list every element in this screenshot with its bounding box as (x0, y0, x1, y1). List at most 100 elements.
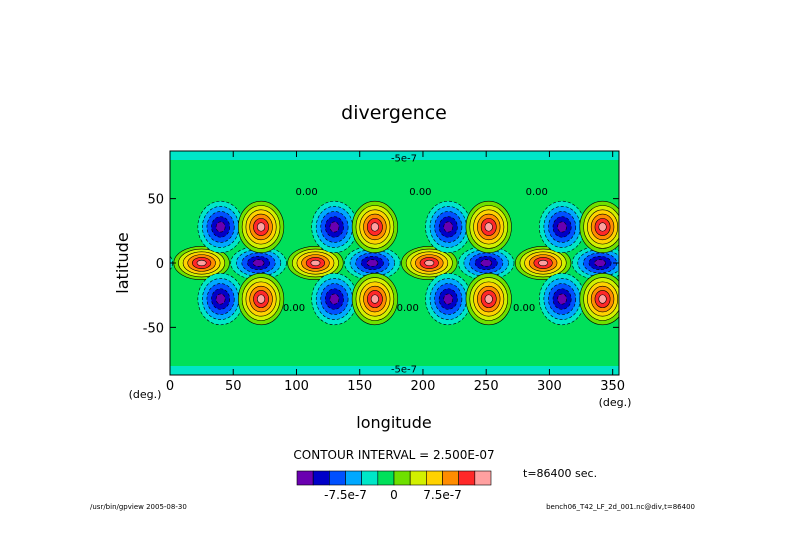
contour-min-4 (443, 293, 454, 305)
contour-max-5 (136, 286, 159, 312)
contour-max-5 (713, 295, 721, 304)
contour-max-0 (629, 246, 685, 279)
contour-label: 0.00 (295, 187, 317, 198)
colorbar-label: -7.5e-7 (324, 488, 367, 502)
contour-label: -5e-7 (391, 365, 417, 376)
x-tick-label: 50 (225, 379, 242, 394)
contour-min-1 (708, 260, 719, 267)
y-axis: -50 0 50 (143, 193, 619, 336)
contour-min-4 (658, 278, 694, 319)
contour-min-1 (366, 259, 379, 267)
contour-min-1 (594, 259, 606, 267)
contour-max-5 (705, 286, 728, 312)
colorbar (296, 470, 492, 486)
contour-min-2 (653, 201, 699, 252)
contour-min-2 (557, 221, 567, 233)
contour-max-3 (370, 222, 379, 232)
contour-min-4 (329, 293, 340, 305)
contour-max-3 (598, 222, 607, 232)
contour-min-1 (252, 259, 265, 267)
contour-max-5 (694, 273, 740, 324)
contour-label: 0.00 (409, 187, 431, 198)
x-tick-label: 150 (347, 379, 372, 394)
contour-max-3 (136, 214, 159, 240)
contour-min-1 (480, 259, 493, 267)
contour-max-0 (79, 257, 98, 268)
contour-max-0 (65, 249, 111, 277)
contour-min-2 (667, 217, 685, 238)
contour-max-0 (196, 259, 207, 267)
x-tick-label: 200 (411, 379, 436, 394)
y-axis-label: latitude (113, 232, 132, 293)
contour-min-4 (653, 273, 699, 324)
contour-min-2 (662, 212, 689, 243)
contour-label: -5e-7 (391, 153, 417, 164)
contour-max-5 (370, 294, 379, 304)
footer-right: bench06_T42_LF_2d_001.nc@div,t=86400 (546, 503, 695, 511)
colorbar-swatch (361, 470, 379, 486)
colorbar-swatch (474, 470, 492, 486)
contour-min-4 (671, 294, 680, 304)
contour-min-4 (215, 293, 226, 305)
contour-min-4 (102, 294, 111, 304)
colorbar-swatch (329, 470, 346, 486)
contour-max-3 (140, 218, 155, 235)
x-axis: 0 50 100 150 200 250 300 350 (166, 151, 625, 394)
contour-label: 0.00 (513, 303, 535, 314)
contour-label: 0.00 (397, 303, 419, 314)
contour-max-3 (697, 205, 735, 248)
contour-label: 0.00 (526, 187, 548, 198)
band-south-mid (170, 355, 619, 366)
contour-min-1 (697, 253, 730, 273)
contour-min-1 (703, 256, 725, 269)
band-south-polar (170, 365, 619, 375)
contour-max-0 (310, 259, 321, 267)
contour-max-5 (132, 282, 162, 316)
contour-max-5 (598, 294, 607, 304)
contour-min-4 (667, 289, 685, 310)
contour-label: 0.00 (283, 303, 305, 314)
contour-max-0 (424, 259, 435, 267)
contour-max-3 (484, 222, 493, 232)
colorbar-swatch (312, 470, 330, 486)
x-tick-label: 0 (166, 379, 174, 394)
contour-min-2 (443, 221, 454, 233)
x-axis-label: longitude (356, 413, 431, 432)
contour-min-2 (671, 222, 680, 232)
contour-min-1 (139, 260, 150, 267)
contour-min-4 (662, 284, 689, 315)
band-north-polar (170, 151, 619, 161)
x-tick-label: 300 (537, 379, 562, 394)
contour-max-5 (143, 295, 151, 304)
chart-title: divergence (341, 102, 447, 124)
contour-max-3 (713, 223, 721, 232)
colorbar-swatch (426, 470, 443, 486)
colorbar-swatch (458, 470, 476, 486)
contour-max-3 (128, 205, 166, 248)
contour-max-3 (705, 214, 728, 240)
contour-max-0 (643, 255, 671, 272)
colorbar-swatch (442, 470, 459, 486)
colorbar-swatch (345, 470, 362, 486)
contour-max-5 (701, 282, 731, 316)
contour-max-0 (69, 252, 106, 274)
footer-left: /usr/bin/gpview 2005-08-30 (90, 503, 187, 511)
contour-labels: -5e-7 -5e-7 0.00 0.00 0.00 0.00 0.00 0.00 (283, 153, 548, 375)
contour-max-3 (709, 218, 724, 235)
contour-max-0 (538, 259, 549, 267)
colorbar-swatch (377, 470, 395, 486)
y-tick-label: -50 (143, 321, 164, 336)
contour-min-1 (134, 256, 156, 269)
y-tick-label: 0 (156, 257, 164, 272)
colorbar-swatch (393, 470, 411, 486)
contour-max-3 (132, 210, 162, 244)
contour-max-0 (83, 260, 92, 266)
contour-min-1 (686, 246, 742, 279)
colorbar-swatch (409, 470, 427, 486)
contour-max-5 (128, 278, 166, 321)
contour-min-2 (102, 222, 111, 232)
contour-max-0 (652, 260, 661, 266)
contour-max-5 (256, 294, 266, 304)
contour-max-0 (638, 252, 675, 274)
